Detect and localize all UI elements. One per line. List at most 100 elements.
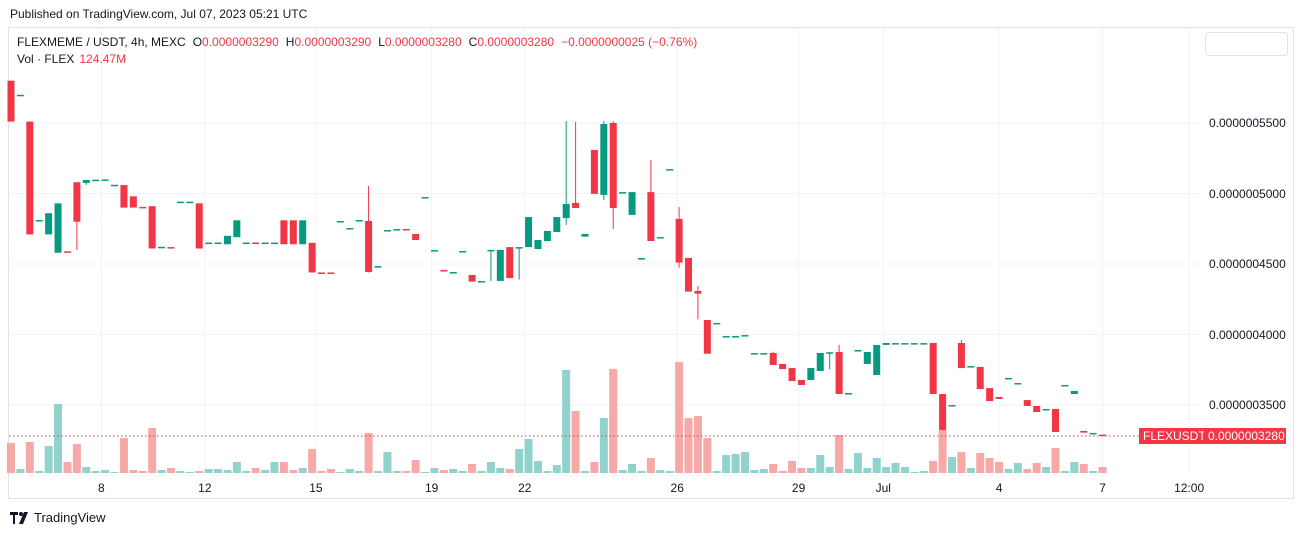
- candle[interactable]: [873, 344, 881, 375]
- candle[interactable]: [797, 380, 805, 385]
- candle[interactable]: [54, 203, 62, 253]
- candle[interactable]: [1042, 408, 1050, 411]
- candle[interactable]: [176, 201, 184, 204]
- candle[interactable]: [854, 350, 862, 352]
- candle[interactable]: [336, 220, 344, 223]
- candle[interactable]: [421, 197, 429, 199]
- candle[interactable]: [167, 247, 175, 249]
- candle[interactable]: [45, 213, 53, 235]
- candle[interactable]: [957, 339, 965, 369]
- candle[interactable]: [713, 322, 721, 325]
- candle[interactable]: [26, 121, 34, 235]
- candle[interactable]: [318, 272, 326, 274]
- candle[interactable]: [995, 396, 1003, 399]
- candle[interactable]: [910, 343, 918, 345]
- candle[interactable]: [656, 237, 664, 239]
- candle[interactable]: [816, 352, 824, 372]
- candle[interactable]: [750, 353, 758, 355]
- candle[interactable]: [901, 343, 909, 345]
- candle[interactable]: [261, 242, 269, 245]
- candle[interactable]: [158, 246, 166, 249]
- candle[interactable]: [628, 192, 636, 215]
- candle[interactable]: [732, 336, 740, 338]
- candle[interactable]: [976, 366, 984, 390]
- legend-symbol[interactable]: FLEXMEME / USDT, 4h, MEXC: [17, 35, 186, 49]
- candle[interactable]: [882, 342, 890, 345]
- candle[interactable]: [327, 272, 335, 274]
- candle[interactable]: [1089, 432, 1097, 435]
- candle[interactable]: [252, 242, 260, 245]
- candle[interactable]: [590, 149, 598, 194]
- candle[interactable]: [1033, 405, 1041, 413]
- candle[interactable]: [289, 220, 297, 245]
- candle[interactable]: [63, 251, 71, 253]
- candle[interactable]: [440, 270, 448, 272]
- candle[interactable]: [346, 228, 354, 230]
- candle[interactable]: [355, 220, 363, 222]
- candle[interactable]: [374, 266, 382, 268]
- candle[interactable]: [1070, 390, 1078, 395]
- candle[interactable]: [722, 336, 730, 338]
- candle[interactable]: [412, 233, 420, 241]
- candle[interactable]: [760, 353, 768, 355]
- candle[interactable]: [82, 179, 90, 186]
- candle[interactable]: [139, 206, 147, 209]
- candle[interactable]: [807, 368, 815, 381]
- candle[interactable]: [402, 229, 410, 231]
- candle[interactable]: [280, 220, 288, 245]
- candle[interactable]: [120, 185, 128, 208]
- candle[interactable]: [35, 220, 43, 222]
- candle[interactable]: [299, 220, 307, 245]
- candle[interactable]: [101, 179, 109, 181]
- candle[interactable]: [365, 186, 373, 273]
- candle[interactable]: [487, 249, 495, 281]
- candle[interactable]: [214, 242, 222, 245]
- candle[interactable]: [685, 257, 693, 292]
- candle[interactable]: [1023, 400, 1031, 406]
- candle[interactable]: [383, 230, 391, 232]
- candle[interactable]: [609, 121, 617, 230]
- candle[interactable]: [1014, 383, 1022, 385]
- candle[interactable]: [468, 274, 476, 282]
- candle[interactable]: [929, 342, 937, 395]
- chart-control-box[interactable]: [1205, 32, 1288, 56]
- candle[interactable]: [572, 122, 580, 209]
- candle[interactable]: [826, 352, 834, 370]
- candle[interactable]: [506, 247, 514, 279]
- candle[interactable]: [242, 242, 250, 245]
- candle[interactable]: [205, 242, 213, 245]
- candle[interactable]: [647, 159, 655, 242]
- candle[interactable]: [741, 335, 749, 337]
- candle[interactable]: [449, 272, 457, 274]
- candle[interactable]: [835, 344, 843, 395]
- candle[interactable]: [892, 343, 900, 345]
- candle[interactable]: [581, 233, 589, 237]
- candle[interactable]: [459, 251, 467, 253]
- candle[interactable]: [534, 240, 542, 250]
- tradingview-logo[interactable]: TradingView: [10, 510, 106, 525]
- candle[interactable]: [1080, 430, 1088, 433]
- candle[interactable]: [1052, 408, 1060, 432]
- candle[interactable]: [308, 242, 316, 273]
- candle[interactable]: [788, 368, 796, 382]
- candle[interactable]: [562, 121, 570, 225]
- candle[interactable]: [543, 231, 551, 242]
- candle[interactable]: [675, 207, 683, 268]
- candle[interactable]: [92, 179, 100, 182]
- candle[interactable]: [270, 242, 278, 245]
- candle[interactable]: [986, 388, 994, 402]
- candle[interactable]: [553, 217, 561, 232]
- candle[interactable]: [637, 258, 645, 260]
- candle[interactable]: [430, 250, 438, 252]
- candle[interactable]: [129, 196, 137, 208]
- candle[interactable]: [844, 393, 852, 395]
- candle[interactable]: [1099, 434, 1107, 437]
- volume-label[interactable]: Vol · FLEX: [17, 52, 75, 66]
- candle[interactable]: [73, 182, 81, 250]
- candle[interactable]: [863, 351, 871, 364]
- candle[interactable]: [703, 319, 711, 354]
- candle[interactable]: [7, 80, 15, 122]
- candle[interactable]: [148, 206, 156, 249]
- candle[interactable]: [769, 351, 777, 365]
